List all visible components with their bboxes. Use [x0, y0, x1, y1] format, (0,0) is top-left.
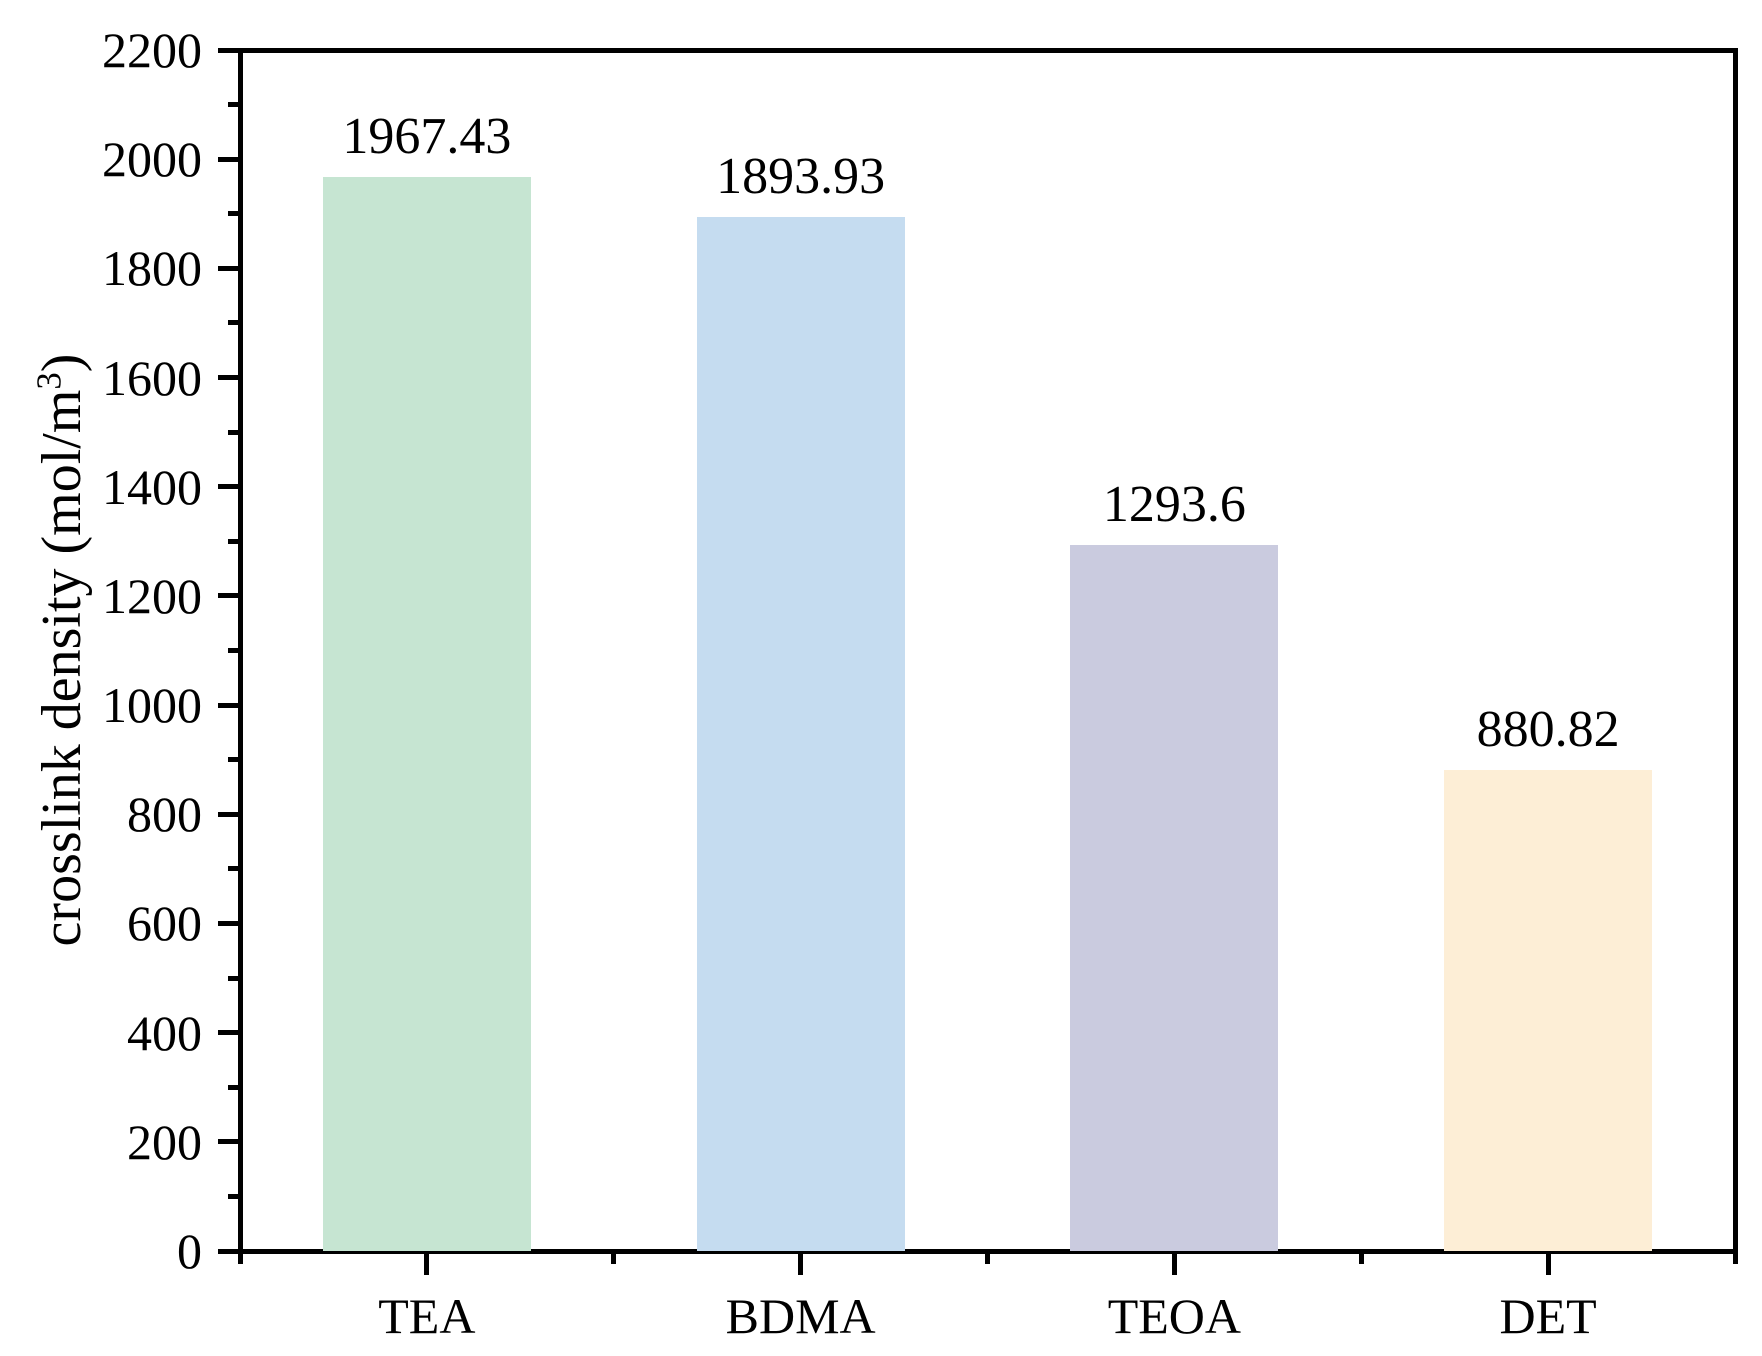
- y-tick-label: 200: [127, 1113, 202, 1170]
- y-major-tick: [218, 811, 240, 817]
- x-minor-tick: [611, 1251, 617, 1264]
- y-axis-title: crosslink density (mol/m3): [29, 200, 94, 1100]
- x-corner-tick: [237, 1251, 243, 1264]
- bar-det: [1444, 770, 1653, 1251]
- y-tick-label: 1000: [102, 677, 202, 734]
- y-minor-tick: [228, 538, 240, 544]
- x-major-tick: [1171, 1251, 1177, 1275]
- y-minor-tick: [228, 102, 240, 108]
- y-major-tick: [218, 375, 240, 381]
- value-label-tea: 1967.43: [342, 107, 512, 165]
- x-tick-label-det: DET: [1499, 1288, 1597, 1344]
- y-minor-tick: [228, 211, 240, 217]
- y-major-tick: [218, 265, 240, 271]
- value-label-teoa: 1293.6: [1102, 475, 1246, 533]
- y-major-tick: [218, 1139, 240, 1145]
- x-corner-tick: [1732, 1251, 1738, 1264]
- y-major-tick: [218, 156, 240, 162]
- y-major-tick: [218, 593, 240, 599]
- y-minor-tick: [228, 429, 240, 435]
- y-major-tick: [218, 702, 240, 708]
- y-major-tick: [218, 1030, 240, 1036]
- value-label-bdma: 1893.93: [716, 148, 886, 206]
- y-major-tick: [218, 484, 240, 490]
- y-minor-tick: [228, 757, 240, 763]
- y-tick-label: 1200: [102, 567, 202, 624]
- x-major-tick: [1545, 1251, 1551, 1275]
- y-minor-tick: [228, 866, 240, 872]
- y-minor-tick: [228, 320, 240, 326]
- y-tick-label: 1400: [102, 458, 202, 515]
- y-tick-label: 0: [177, 1223, 202, 1279]
- x-major-tick: [424, 1251, 430, 1275]
- y-tick-label: 2200: [102, 22, 202, 78]
- x-tick-label-tea: TEA: [378, 1288, 476, 1344]
- x-major-tick: [798, 1251, 804, 1275]
- bar-teoa: [1070, 544, 1279, 1251]
- y-tick-label: 600: [127, 895, 202, 952]
- y-minor-tick: [228, 1084, 240, 1090]
- y-tick-label: 400: [127, 1004, 202, 1061]
- y-tick-label: 1800: [102, 240, 202, 297]
- y-tick-label: 800: [127, 786, 202, 843]
- x-tick-label-bdma: BDMA: [725, 1288, 876, 1344]
- x-tick-label-teoa: TEOA: [1107, 1288, 1242, 1344]
- y-minor-tick: [228, 1193, 240, 1199]
- y-minor-tick: [228, 975, 240, 981]
- y-tick-label: 1600: [102, 349, 202, 406]
- x-minor-tick: [985, 1251, 990, 1264]
- y-major-tick: [218, 47, 240, 53]
- y-major-tick: [218, 920, 240, 926]
- x-minor-tick: [1358, 1251, 1364, 1264]
- y-minor-tick: [228, 648, 240, 653]
- bar-bdma: [696, 217, 905, 1251]
- y-major-tick: [218, 1248, 240, 1254]
- bar-tea: [322, 176, 531, 1251]
- value-label-det: 880.82: [1476, 701, 1620, 759]
- y-tick-label: 2000: [102, 131, 202, 188]
